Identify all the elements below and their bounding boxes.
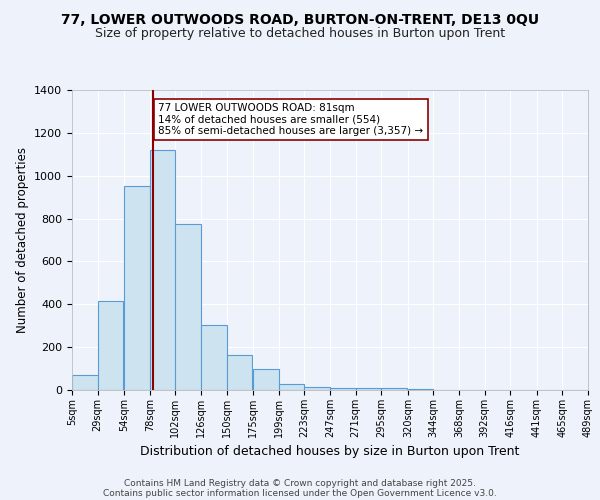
Text: 77, LOWER OUTWOODS ROAD, BURTON-ON-TRENT, DE13 0QU: 77, LOWER OUTWOODS ROAD, BURTON-ON-TRENT… (61, 12, 539, 26)
Bar (150, 150, 175, 390)
Bar (304, 388, 330, 390)
Bar (175, 224, 201, 390)
Bar (408, 389, 433, 390)
Bar (201, 324, 227, 390)
Bar (356, 388, 381, 390)
Bar (381, 388, 407, 390)
Text: 77 LOWER OUTWOODS ROAD: 81sqm
14% of detached houses are smaller (554)
85% of se: 77 LOWER OUTWOODS ROAD: 81sqm 14% of det… (158, 103, 424, 136)
Bar (279, 384, 304, 390)
Bar (227, 354, 252, 390)
Bar (330, 388, 356, 390)
Bar (124, 186, 150, 390)
Text: Size of property relative to detached houses in Burton upon Trent: Size of property relative to detached ho… (95, 28, 505, 40)
Bar (98, 301, 123, 390)
Bar (253, 368, 279, 390)
Bar (72, 376, 98, 390)
Y-axis label: Number of detached properties: Number of detached properties (16, 147, 29, 333)
X-axis label: Distribution of detached houses by size in Burton upon Trent: Distribution of detached houses by size … (140, 446, 520, 458)
Text: Contains HM Land Registry data © Crown copyright and database right 2025.: Contains HM Land Registry data © Crown c… (124, 478, 476, 488)
Text: Contains public sector information licensed under the Open Government Licence v3: Contains public sector information licen… (103, 488, 497, 498)
